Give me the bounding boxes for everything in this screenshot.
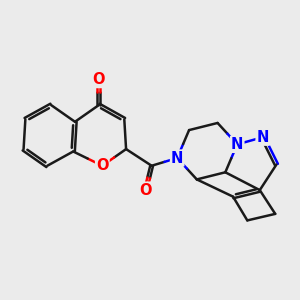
Text: N: N (256, 130, 269, 145)
Text: O: O (140, 183, 152, 198)
Text: N: N (171, 151, 183, 166)
Text: N: N (231, 137, 243, 152)
Text: O: O (92, 72, 105, 87)
Text: O: O (96, 158, 109, 173)
